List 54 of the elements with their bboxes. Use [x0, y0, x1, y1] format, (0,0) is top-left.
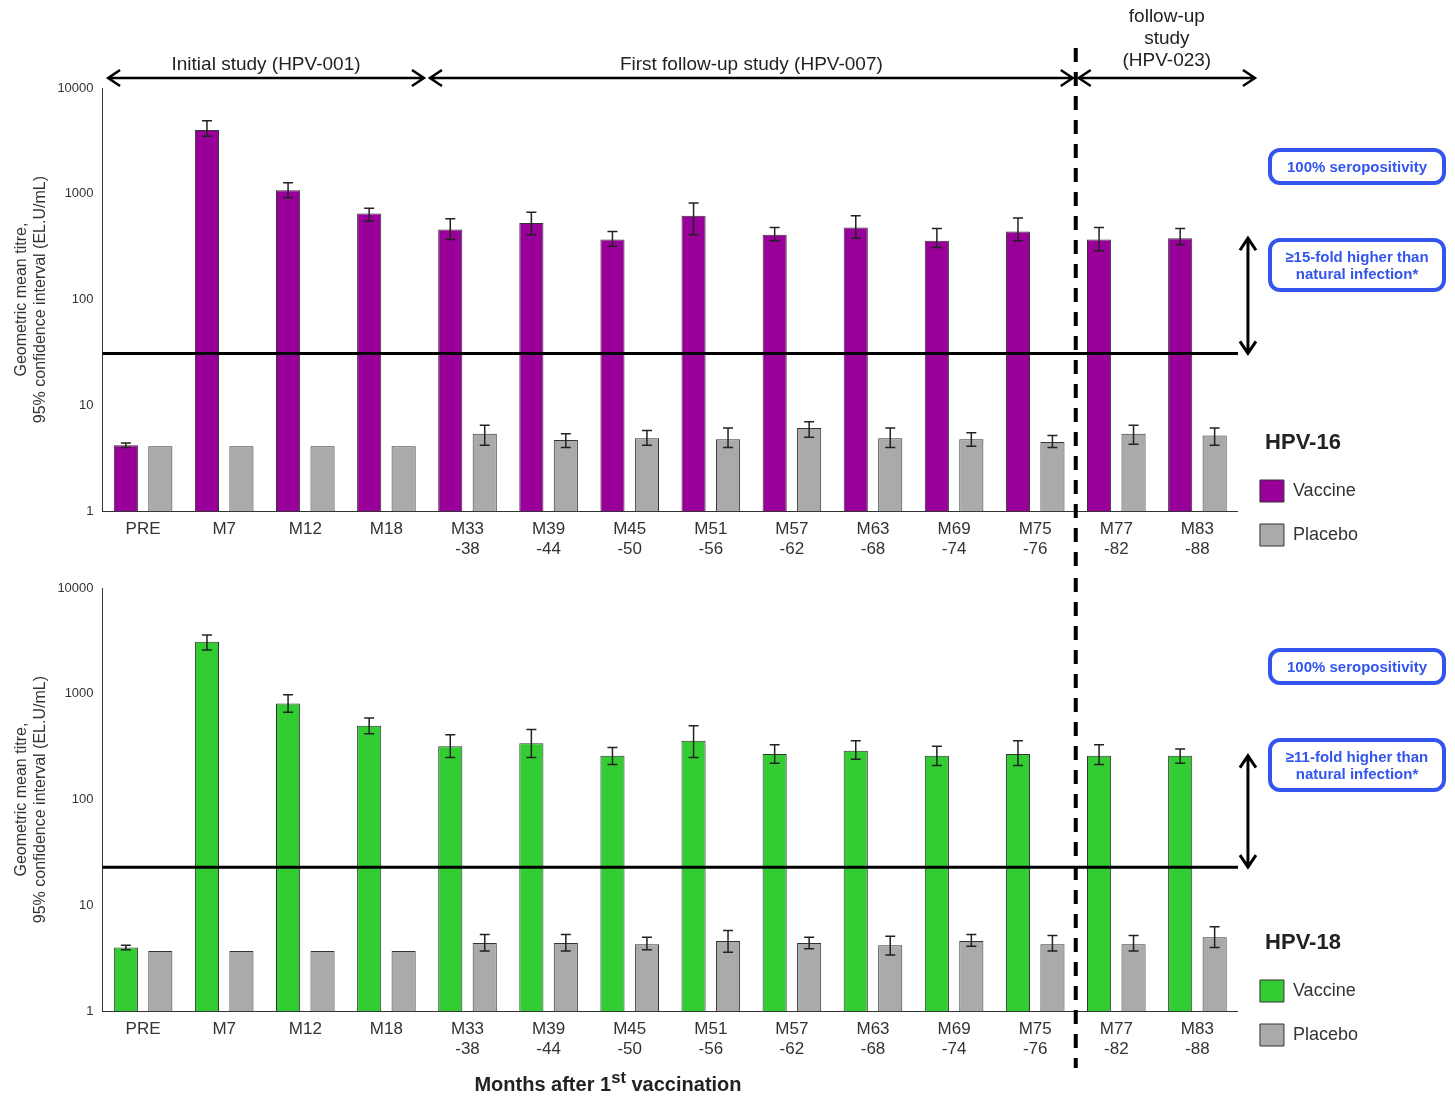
y-tick-label: 1	[86, 1002, 94, 1018]
y-axis-title: Geometric mean titre, 95% confidence interval (EL.U/mL)	[12, 675, 49, 924]
y-tick-label: 1000	[64, 185, 94, 201]
x-tick-label: M33 -38	[450, 1019, 485, 1059]
x-tick-label: M57 -62	[775, 1019, 809, 1059]
x-tick-label: M12	[288, 519, 322, 539]
x-tick-label: PRE	[125, 1019, 161, 1039]
x-tick-label: M33 -38	[450, 519, 485, 559]
x-tick-label: M39 -44	[532, 519, 566, 559]
x-tick-label: M7	[212, 519, 237, 539]
x-tick-label: M63 -68	[856, 1019, 890, 1059]
text: First follow-up study (HPV-007)	[619, 53, 883, 74]
x-tick-label: M18	[369, 1019, 403, 1039]
y-tick-label: 10000	[57, 79, 94, 95]
x-tick-label: M63 -68	[856, 519, 890, 559]
legend-title: HPV-18	[1265, 928, 1341, 954]
legend-label: Vaccine	[1292, 479, 1356, 500]
y-tick-label: 1000	[64, 685, 94, 701]
x-tick-label: M77 -82	[1099, 519, 1133, 559]
legend-label: Placebo	[1292, 523, 1359, 544]
y-tick-label: 100	[71, 791, 94, 807]
y-tick-label: 10000	[57, 579, 94, 595]
text: 100% seropositivity	[1268, 648, 1446, 685]
y-tick-label: 10	[79, 896, 94, 912]
legend-title: HPV-16	[1265, 428, 1341, 454]
text: ≥15-fold higher than natural infection*	[1268, 238, 1446, 292]
x-tick-label: M77 -82	[1099, 1019, 1133, 1059]
legend-label: Vaccine	[1292, 979, 1356, 1000]
x-tick-label: M83 -88	[1180, 1019, 1214, 1059]
x-tick-label: M75 -76	[1018, 519, 1052, 559]
y-tick-label: 100	[71, 291, 94, 307]
x-tick-label: M75 -76	[1018, 1019, 1052, 1059]
text: follow-up study (HPV-023)	[1122, 5, 1212, 70]
legend-label: Placebo	[1292, 1023, 1359, 1044]
x-axis-title: Months after 1$^{st}$ vaccination	[473, 1068, 743, 1096]
x-tick-label: M45 -50	[613, 519, 647, 559]
x-tick-label: M7	[212, 1019, 237, 1039]
x-tick-label: M51 -56	[694, 1019, 728, 1059]
x-tick-label: PRE	[125, 519, 161, 539]
y-tick-label: 1	[86, 502, 94, 518]
x-tick-label: M57 -62	[775, 519, 809, 559]
y-tick-label: 10	[79, 396, 94, 412]
x-tick-label: M51 -56	[694, 519, 728, 559]
x-tick-label: M83 -88	[1180, 519, 1214, 559]
x-tick-label: M69 -74	[937, 1019, 971, 1059]
x-tick-label: M18	[369, 519, 403, 539]
x-tick-label: M45 -50	[613, 1019, 647, 1059]
y-axis-title: Geometric mean titre, 95% confidence interval (EL.U/mL)	[12, 175, 49, 424]
text: 100% seropositivity	[1268, 148, 1446, 185]
x-tick-label: M39 -44	[532, 1019, 566, 1059]
x-tick-label: M69 -74	[937, 519, 971, 559]
text: ≥11-fold higher than natural infection*	[1268, 738, 1446, 792]
x-tick-label: M12	[288, 1019, 322, 1039]
text: Initial study (HPV-001)	[171, 53, 361, 74]
